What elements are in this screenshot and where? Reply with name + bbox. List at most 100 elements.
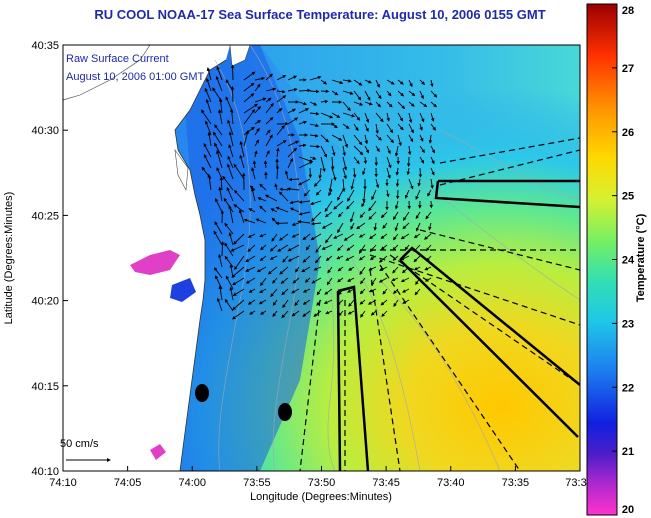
current-vector bbox=[417, 178, 421, 187]
current-vector bbox=[258, 299, 267, 305]
current-vector bbox=[400, 255, 410, 261]
current-vector bbox=[276, 107, 283, 114]
current-vector bbox=[298, 161, 314, 169]
current-vector bbox=[402, 222, 410, 230]
current-vector bbox=[227, 163, 234, 180]
current-vector bbox=[353, 79, 363, 86]
river-cold-patch bbox=[170, 278, 196, 302]
current-vector bbox=[277, 244, 289, 252]
scale-label: 50 cm/s bbox=[60, 438, 99, 450]
radar-site-marker bbox=[195, 384, 209, 402]
current-vector bbox=[215, 197, 223, 213]
current-vector bbox=[302, 233, 311, 241]
current-vector bbox=[216, 297, 223, 312]
current-vector bbox=[343, 233, 355, 241]
current-vector bbox=[274, 183, 278, 191]
current-vector bbox=[230, 64, 235, 81]
current-vector bbox=[203, 153, 212, 169]
current-vector bbox=[232, 277, 245, 286]
current-vector bbox=[281, 310, 289, 319]
current-vector bbox=[213, 267, 223, 279]
current-vector bbox=[305, 244, 311, 251]
current-vector bbox=[324, 211, 333, 218]
current-vector bbox=[325, 233, 333, 244]
current-vector bbox=[272, 310, 278, 318]
current-vector bbox=[297, 220, 311, 224]
current-vector bbox=[248, 208, 256, 213]
current-vector bbox=[397, 79, 404, 85]
current-vector bbox=[279, 266, 289, 275]
current-vector bbox=[362, 189, 366, 203]
current-vector bbox=[333, 233, 344, 239]
current-vector bbox=[379, 266, 388, 271]
current-vector bbox=[214, 124, 223, 136]
current-vector bbox=[397, 90, 405, 97]
current-vector bbox=[218, 253, 223, 268]
current-vector bbox=[275, 206, 289, 213]
current-vector bbox=[282, 255, 289, 263]
current-vector bbox=[430, 123, 437, 131]
current-vector bbox=[320, 134, 329, 143]
current-vector bbox=[278, 191, 289, 202]
current-vector bbox=[231, 310, 245, 320]
current-vector bbox=[207, 131, 212, 147]
current-vector bbox=[394, 145, 399, 157]
current-vector bbox=[247, 233, 256, 238]
current-vector bbox=[415, 277, 421, 286]
overlay-line-1: Raw Surface Current bbox=[66, 53, 169, 65]
current-vector bbox=[413, 233, 421, 238]
current-vector bbox=[272, 299, 278, 306]
current-vector bbox=[378, 255, 388, 263]
current-vector bbox=[424, 266, 432, 271]
current-vector bbox=[386, 189, 390, 198]
current-vector bbox=[315, 244, 322, 254]
current-vector bbox=[292, 277, 300, 284]
current-vector bbox=[243, 93, 255, 103]
current-vector bbox=[301, 266, 311, 273]
current-vector bbox=[346, 244, 355, 251]
colorbar-tick-label: 27 bbox=[622, 63, 634, 75]
current-vector bbox=[408, 112, 413, 124]
surface-current-vectors bbox=[200, 64, 438, 320]
current-vector bbox=[313, 178, 322, 187]
current-vector bbox=[419, 134, 424, 142]
map-plot-area bbox=[63, 45, 580, 471]
current-vector bbox=[276, 124, 285, 136]
current-vector bbox=[287, 117, 299, 125]
current-vector bbox=[337, 244, 344, 252]
current-vector bbox=[216, 65, 223, 81]
current-vector bbox=[328, 178, 333, 193]
current-vector bbox=[419, 145, 425, 154]
current-vector bbox=[324, 200, 333, 212]
current-vector bbox=[430, 167, 435, 176]
current-vector bbox=[232, 299, 245, 311]
current-vector bbox=[265, 134, 273, 147]
current-vector bbox=[298, 143, 307, 148]
current-vector bbox=[260, 310, 267, 315]
current-vector bbox=[331, 123, 338, 129]
current-vector bbox=[325, 310, 333, 315]
current-vector bbox=[248, 288, 256, 293]
current-vector bbox=[257, 197, 267, 202]
current-vector bbox=[338, 288, 344, 296]
current-vector bbox=[260, 244, 267, 251]
current-vector bbox=[369, 255, 377, 260]
current-vector bbox=[309, 144, 321, 149]
current-vector bbox=[364, 90, 371, 101]
current-vector bbox=[265, 87, 277, 92]
current-vector bbox=[427, 189, 432, 197]
current-vector bbox=[397, 123, 404, 131]
colorbar-tick-label: 22 bbox=[622, 382, 634, 394]
current-vector bbox=[298, 156, 314, 163]
current-vector bbox=[256, 266, 267, 273]
current-vector bbox=[278, 233, 289, 241]
current-vector bbox=[408, 123, 414, 134]
current-vector bbox=[331, 145, 336, 157]
current-vector bbox=[309, 133, 319, 138]
current-vector bbox=[393, 299, 399, 307]
current-vector bbox=[369, 233, 377, 240]
colorbar-tick-label: 28 bbox=[622, 5, 634, 17]
current-vector bbox=[395, 178, 400, 188]
current-vector bbox=[375, 123, 379, 135]
